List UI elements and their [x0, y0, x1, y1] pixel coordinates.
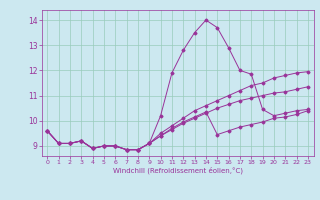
X-axis label: Windchill (Refroidissement éolien,°C): Windchill (Refroidissement éolien,°C): [113, 167, 243, 174]
